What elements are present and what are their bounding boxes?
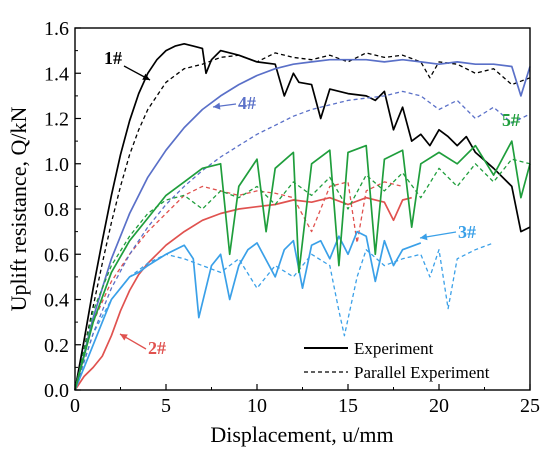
x-tick-label: 10 xyxy=(247,395,267,417)
y-tick-label: 0.6 xyxy=(44,244,69,266)
x-axis-title: Displacement, u/mm xyxy=(210,422,393,447)
specimen-4-arrowhead xyxy=(213,102,221,110)
legend: Experiment Parallel Experiment xyxy=(304,339,490,382)
y-tick-label: 1.4 xyxy=(44,63,69,85)
series-4-solid xyxy=(74,58,531,391)
specimen-2-arrowhead xyxy=(120,334,128,341)
series-layer xyxy=(74,42,531,391)
x-tick-label: 5 xyxy=(161,395,171,417)
y-axis-title: Uplift resistance, Q/kN xyxy=(6,107,31,312)
y-tick-label: 0.2 xyxy=(44,335,69,357)
series-5-solid xyxy=(74,140,531,391)
x-tick-label: 20 xyxy=(429,395,449,417)
series-1-dashed xyxy=(74,52,531,391)
series-4-dashed xyxy=(74,90,531,391)
legend-experiment-label: Experiment xyxy=(354,339,434,358)
series-1-solid xyxy=(74,42,531,391)
y-tick-label: 1.0 xyxy=(44,154,69,176)
specimen-2-label: 2# xyxy=(148,338,166,358)
specimen-1-arrowhead xyxy=(142,73,150,80)
y-tick-label: 0.4 xyxy=(44,290,69,312)
specimen-4-label: 4# xyxy=(238,93,256,113)
legend-parallel-label: Parallel Experiment xyxy=(354,363,490,382)
x-tick-label: 15 xyxy=(338,395,358,417)
y-tick-label: 0.0 xyxy=(44,380,69,402)
series-3-dashed xyxy=(74,242,494,391)
ticks-layer: 0 5 10 15 20 25 0.0 0.2 0.4 0.6 0.8 1.0 1.2 1.4 1.6 xyxy=(44,18,540,417)
x-tick-label: 25 xyxy=(520,395,540,417)
specimen-3-label: 3# xyxy=(458,222,476,242)
specimen-1-label: 1# xyxy=(104,48,122,68)
series-2-dashed xyxy=(74,181,403,391)
x-tick-label: 0 xyxy=(70,395,80,417)
y-tick-label: 1.2 xyxy=(44,109,69,131)
y-tick-label: 1.6 xyxy=(44,18,69,40)
series-2-solid xyxy=(74,196,412,391)
specimen-3-arrowhead xyxy=(420,233,428,241)
specimen-5-label: 5# xyxy=(502,110,520,130)
labels-layer: 1# 2# 3# 4# 5# xyxy=(104,48,520,358)
series-5-dashed xyxy=(74,158,531,391)
y-tick-label: 0.8 xyxy=(44,199,69,221)
